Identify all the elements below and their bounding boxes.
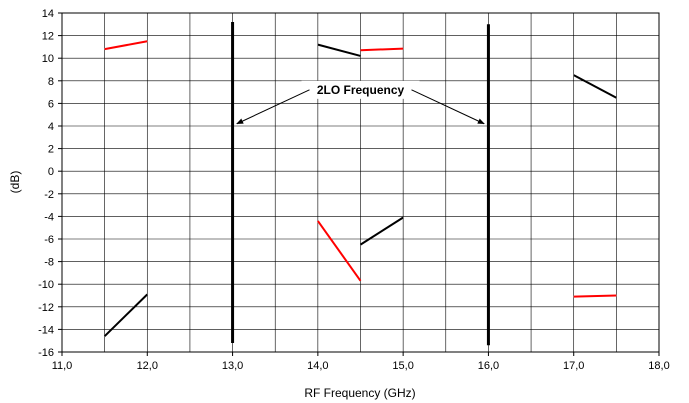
y-tick-label: 14: [42, 8, 54, 20]
annotation-arrow: [411, 89, 485, 125]
x-tick-label: 12,0: [137, 360, 158, 372]
annotation-arrow: [236, 89, 310, 125]
series-segment-black: [359, 216, 404, 246]
x-tick-label: 17,0: [563, 360, 584, 372]
y-tick-label: 4: [48, 121, 54, 133]
y-tick-label: 8: [48, 76, 54, 88]
y-tick-label: -12: [38, 302, 54, 314]
y-tick-label: 6: [48, 98, 54, 110]
x-tick-label: 15,0: [392, 360, 413, 372]
annotations: 2LO Frequency: [236, 80, 485, 125]
y-tick-label: -8: [44, 257, 54, 269]
y-tick-label: -16: [38, 347, 54, 359]
series-segment-black: [317, 43, 361, 57]
y-axis-ticks: -16 -14 -12 -10 -8 -6 -4 -2 0 2 4 6 8 10 12 14: [38, 8, 62, 359]
x-tick-label: 13,0: [222, 360, 243, 372]
y-tick-label: -2: [44, 189, 54, 201]
y-tick-label: -6: [44, 234, 54, 246]
annotation-background: [301, 80, 420, 99]
x-axis-ticks: 11,0 12,0 13,0 14,0 15,0 16,0 17,0 18,0: [52, 352, 670, 372]
y-tick-label: 2: [48, 144, 54, 156]
chart-marks: [103, 22, 617, 346]
annotation-label: 2LO Frequency: [317, 83, 405, 97]
x-tick-label: 18,0: [648, 360, 669, 372]
y-axis-title: (dB): [8, 171, 22, 194]
y-tick-label: 0: [48, 166, 54, 178]
y-tick-label: 10: [42, 53, 54, 65]
series-segment-black: [573, 74, 617, 99]
x-tick-label: 11,0: [52, 360, 73, 372]
y-tick-label: -14: [38, 324, 54, 336]
y-tick-label: -4: [44, 211, 54, 223]
y-tick-label: 12: [42, 31, 54, 43]
plot-border: [61, 12, 660, 353]
x-tick-label: 14,0: [307, 360, 328, 372]
series-segment-black: [103, 293, 148, 337]
y-tick-label: -10: [38, 279, 54, 291]
series-segment-red: [317, 220, 362, 282]
series-segment-red: [104, 40, 148, 51]
x-tick-label: 16,0: [478, 360, 499, 372]
series-segment-red: [573, 294, 617, 298]
series-segment-red: [360, 47, 404, 52]
x-axis-title: RF Frequency (GHz): [304, 386, 415, 400]
